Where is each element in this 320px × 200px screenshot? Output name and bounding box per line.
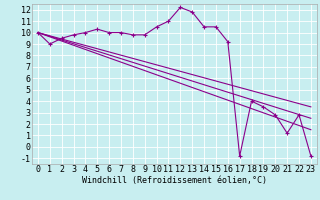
X-axis label: Windchill (Refroidissement éolien,°C): Windchill (Refroidissement éolien,°C) — [82, 176, 267, 185]
